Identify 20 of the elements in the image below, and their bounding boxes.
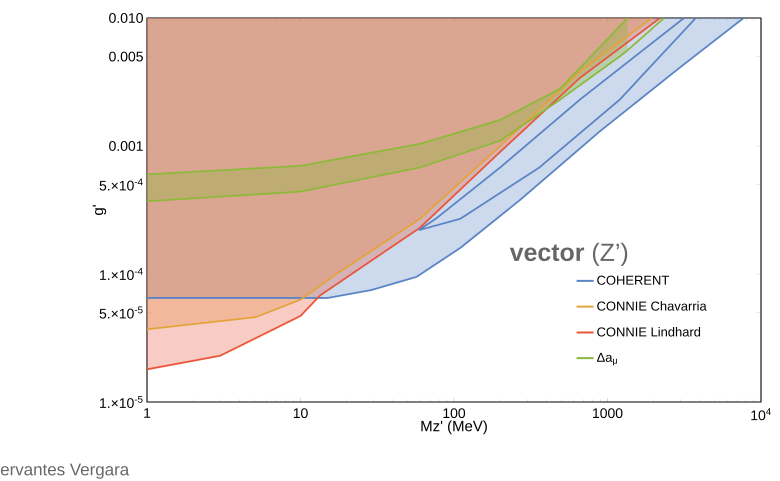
y-tick-label: 0.001 (109, 141, 143, 151)
y-tick-label: 1.×10$^{-5}$ (100, 396, 143, 408)
x-tick-label: 1 (144, 408, 150, 418)
x-axis-title: Mz' (MeV) (421, 420, 487, 434)
y-tick-label: 5.×10$^{-4}$ (100, 178, 143, 191)
y-tick-label: 1.×10$^{-4}$ (100, 268, 143, 280)
x-tick-label: 1000 (593, 408, 622, 418)
y-tick-label: 0.005 (109, 52, 143, 62)
text: ervantes Vergara (0, 464, 130, 479)
legend-title: vector (Z’) (510, 242, 628, 266)
legend-label: CONNIE Chavarria (597, 301, 707, 311)
y-axis-title: g' (92, 205, 106, 215)
y-tick-label: 0.010 (109, 13, 143, 23)
legend-label: COHERENT (597, 276, 669, 285)
x-tick-label: 100 (443, 408, 466, 418)
legend-label: Δa$_{μ}$ (596, 352, 618, 366)
y-tick-label: 5.×10$^{-5}$ (100, 306, 143, 319)
x-tick-label: 10$^{4}$ (751, 408, 771, 420)
legend-label: CONNIE Lindhard (597, 327, 700, 337)
x-tick-label: 10 (294, 408, 308, 418)
